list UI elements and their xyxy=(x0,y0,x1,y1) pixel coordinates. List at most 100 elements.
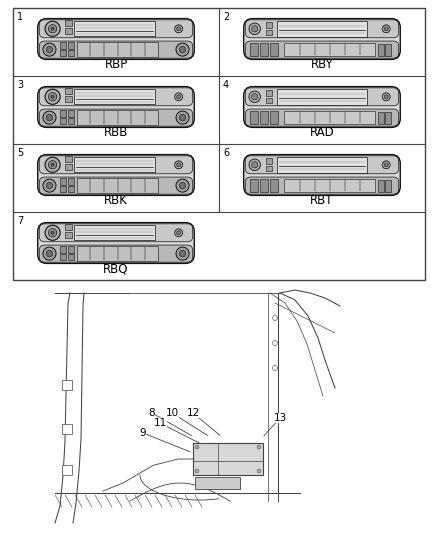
Bar xyxy=(68,246,74,253)
Circle shape xyxy=(175,161,183,169)
Circle shape xyxy=(175,93,183,101)
Text: 5: 5 xyxy=(17,148,23,158)
Bar xyxy=(270,43,278,56)
Bar xyxy=(74,157,155,172)
Circle shape xyxy=(49,93,57,101)
Circle shape xyxy=(49,25,57,33)
Bar xyxy=(65,156,72,163)
Text: 13: 13 xyxy=(273,413,286,423)
Bar xyxy=(65,224,72,230)
Bar xyxy=(60,43,67,49)
Bar xyxy=(277,21,367,37)
Circle shape xyxy=(257,469,261,473)
Bar xyxy=(74,89,155,104)
Circle shape xyxy=(43,43,56,56)
FancyBboxPatch shape xyxy=(39,177,193,194)
Text: RBP: RBP xyxy=(104,58,127,71)
FancyBboxPatch shape xyxy=(39,88,193,106)
Bar xyxy=(378,44,384,55)
Text: 7: 7 xyxy=(17,216,23,226)
Circle shape xyxy=(382,93,390,101)
Circle shape xyxy=(179,251,186,257)
Circle shape xyxy=(46,251,53,257)
Bar xyxy=(65,88,72,94)
Bar xyxy=(385,111,391,124)
Bar xyxy=(60,50,67,56)
Circle shape xyxy=(46,182,53,189)
FancyBboxPatch shape xyxy=(38,19,194,59)
Circle shape xyxy=(249,159,261,171)
Circle shape xyxy=(384,27,388,31)
FancyBboxPatch shape xyxy=(39,41,193,58)
Circle shape xyxy=(177,231,180,235)
FancyBboxPatch shape xyxy=(39,20,193,38)
Bar xyxy=(74,21,155,36)
Circle shape xyxy=(272,366,278,370)
Text: RBK: RBK xyxy=(104,194,128,207)
Bar xyxy=(77,246,158,261)
Circle shape xyxy=(177,163,180,167)
Circle shape xyxy=(382,161,390,169)
Circle shape xyxy=(177,95,180,99)
Bar xyxy=(193,443,263,475)
Text: 2: 2 xyxy=(223,12,229,22)
Bar xyxy=(250,179,258,192)
Circle shape xyxy=(49,160,57,169)
Bar xyxy=(60,254,67,261)
Circle shape xyxy=(251,94,258,100)
Bar xyxy=(68,118,74,125)
Bar xyxy=(65,20,72,27)
Circle shape xyxy=(175,229,183,237)
Bar xyxy=(265,22,272,28)
FancyBboxPatch shape xyxy=(245,177,399,194)
FancyBboxPatch shape xyxy=(38,86,194,127)
Bar xyxy=(385,180,391,191)
Circle shape xyxy=(179,182,186,189)
Text: RBB: RBB xyxy=(104,126,128,139)
Circle shape xyxy=(43,179,56,192)
Text: 12: 12 xyxy=(187,408,200,418)
Circle shape xyxy=(51,95,54,98)
Bar xyxy=(277,89,367,104)
Bar xyxy=(250,43,258,56)
Bar xyxy=(62,465,72,475)
Text: 8: 8 xyxy=(148,408,155,418)
Bar xyxy=(378,111,384,124)
FancyBboxPatch shape xyxy=(38,155,194,196)
Circle shape xyxy=(176,179,189,192)
Circle shape xyxy=(45,225,60,240)
FancyBboxPatch shape xyxy=(39,245,193,262)
Circle shape xyxy=(51,27,54,30)
Bar xyxy=(270,111,278,124)
Text: RBY: RBY xyxy=(311,58,333,71)
Circle shape xyxy=(177,27,180,31)
FancyBboxPatch shape xyxy=(38,223,194,263)
FancyBboxPatch shape xyxy=(39,224,193,242)
Bar xyxy=(260,111,268,124)
Circle shape xyxy=(43,247,56,260)
Circle shape xyxy=(45,21,60,36)
Circle shape xyxy=(272,316,278,320)
Bar xyxy=(68,254,74,261)
Bar xyxy=(277,157,367,173)
Circle shape xyxy=(179,115,186,121)
Bar xyxy=(265,98,272,103)
Bar xyxy=(68,50,74,56)
Circle shape xyxy=(251,161,258,168)
Text: 4: 4 xyxy=(223,80,229,90)
Bar xyxy=(260,179,268,192)
Bar xyxy=(265,30,272,35)
Bar xyxy=(13,8,425,280)
Circle shape xyxy=(384,163,388,167)
Bar xyxy=(250,111,258,124)
Bar xyxy=(60,246,67,253)
Text: 10: 10 xyxy=(166,408,179,418)
Bar xyxy=(65,232,72,238)
Circle shape xyxy=(45,89,60,104)
Bar xyxy=(68,43,74,49)
Bar xyxy=(284,43,375,56)
Bar xyxy=(284,179,375,192)
Bar xyxy=(62,380,72,390)
Circle shape xyxy=(176,111,189,124)
Bar xyxy=(60,179,67,185)
